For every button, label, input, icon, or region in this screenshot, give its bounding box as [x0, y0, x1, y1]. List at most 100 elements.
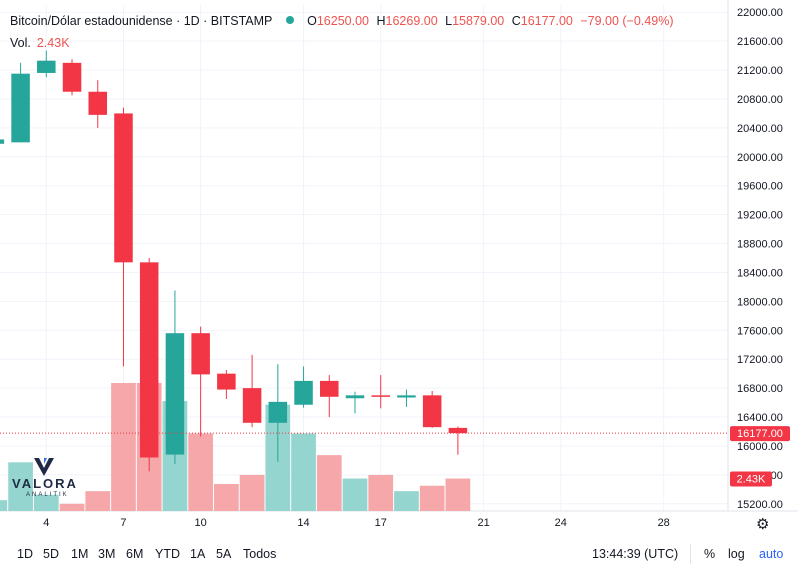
y-tick-label: 15200.00	[737, 499, 783, 511]
timeframe-1m[interactable]: 1M	[71, 547, 89, 561]
candle-body	[88, 91, 108, 115]
last-price-label: 16177.00	[737, 428, 783, 440]
candle-body	[371, 395, 390, 397]
low-value: 15879.00	[452, 14, 505, 28]
volume-bar	[342, 478, 368, 511]
candle-body	[217, 373, 236, 390]
candle-body	[320, 380, 339, 397]
x-tick-label: 21	[477, 517, 489, 529]
candle-body	[448, 427, 468, 434]
candle-body	[191, 333, 210, 375]
candle-body	[294, 380, 313, 405]
timeframe-1d[interactable]: 1D	[17, 547, 33, 561]
price-badges: 16177.00 2.43K	[730, 426, 790, 487]
volume-label: Vol.	[10, 36, 31, 50]
clock-utc[interactable]: 13:44:39 (UTC)	[592, 547, 679, 561]
valora-logo: VALORA ANALITIK	[12, 458, 82, 500]
volume-bar	[239, 474, 265, 511]
chart-legend: Bitcoin/Dólar estadounidense · 1D · BITS…	[10, 14, 678, 28]
last-price-badge	[730, 426, 790, 442]
volume-bar	[111, 383, 136, 511]
volume-bar	[33, 494, 59, 511]
volume-bar	[85, 491, 111, 511]
candle-body	[62, 62, 82, 92]
candle-body	[422, 395, 442, 428]
y-tick-label: 22000.00	[737, 7, 783, 19]
y-tick-label: 17200.00	[737, 354, 783, 366]
timeframe-5a[interactable]: 5A	[216, 547, 232, 561]
y-tick-label: 18800.00	[737, 239, 783, 251]
candle-body	[37, 60, 56, 73]
x-tick-label: 10	[195, 517, 207, 529]
x-tick-label: 4	[43, 517, 49, 529]
market-status-icon	[285, 16, 294, 24]
open-label: O	[307, 14, 317, 28]
logo-subtitle: ANALITIK	[26, 492, 69, 498]
volume-legend: Vol. 2.43K	[10, 36, 70, 50]
y-tick-label: 20000.00	[737, 152, 783, 164]
candle-body	[0, 139, 5, 144]
timeframe-todos[interactable]: Todos	[243, 547, 277, 561]
x-axis[interactable]: 4 7 10 14 17 21 24 28	[43, 517, 670, 529]
candle-body	[165, 333, 185, 455]
logo-name: VALORA	[12, 476, 78, 491]
timeframe-5d[interactable]: 5D	[43, 547, 59, 561]
candle-body	[242, 388, 262, 423]
high-value: 16269.00	[385, 14, 438, 28]
y-tick-label: 19600.00	[737, 181, 783, 193]
y-tick-label: 16000.00	[737, 441, 783, 453]
x-tick-label: 17	[375, 517, 387, 529]
y-tick-label: 16400.00	[737, 412, 783, 424]
volume-bar	[445, 478, 471, 511]
y-tick-label: 16800.00	[737, 383, 783, 395]
volume-bar	[214, 483, 239, 511]
auto-toggle[interactable]: auto	[759, 547, 784, 561]
y-tick-label: 20800.00	[737, 94, 783, 106]
price-chart[interactable]: 22000.00 21600.00 21200.00 20800.00 20400.00…	[0, 0, 798, 540]
timeframe-ytd[interactable]: YTD	[155, 547, 180, 561]
candle-body	[268, 401, 288, 423]
open-value: 16250.00	[316, 14, 369, 28]
percent-toggle[interactable]: %	[704, 547, 716, 561]
volume-bar	[0, 500, 8, 511]
volume-bar	[394, 491, 419, 511]
candle-body	[114, 113, 133, 263]
candle-body	[11, 73, 30, 143]
close-value: 16177.00	[520, 14, 573, 28]
volume-bar	[59, 503, 85, 511]
x-tick-label: 24	[555, 517, 567, 529]
timeframe-6m[interactable]: 6M	[126, 547, 144, 561]
change-value: −79.00 (−0.49%)	[580, 14, 674, 28]
candle-body	[397, 395, 416, 398]
low-label: L	[445, 14, 453, 28]
y-tick-label: 18000.00	[737, 296, 783, 308]
timeframe-1a[interactable]: 1A	[190, 547, 206, 561]
y-tick-label: 19200.00	[737, 210, 783, 222]
y-tick-label: 18400.00	[737, 267, 783, 279]
last-volume-label: 2.43K	[737, 474, 766, 486]
volume-value: 2.43K	[36, 36, 70, 50]
y-tick-label: 21600.00	[737, 36, 783, 48]
volume-bar	[291, 433, 316, 511]
volume-bar	[368, 474, 394, 511]
x-tick-label: 28	[658, 517, 670, 529]
symbol-title[interactable]: Bitcoin/Dólar estadounidense · 1D · BITS…	[10, 14, 273, 28]
y-tick-label: 20400.00	[737, 123, 783, 135]
candles	[0, 50, 468, 472]
last-volume-badge	[730, 471, 772, 487]
logo-mark-icon	[34, 458, 54, 476]
x-tick-label: 14	[297, 517, 309, 529]
log-toggle[interactable]: log	[728, 547, 745, 561]
volume-bar	[188, 433, 214, 511]
timeframe-3m[interactable]: 3M	[98, 547, 116, 561]
volume-bar	[316, 455, 342, 511]
close-label: C	[511, 14, 521, 28]
volume-bar	[8, 462, 33, 511]
candle-body	[139, 262, 159, 458]
x-tick-label: 7	[120, 517, 126, 529]
chart-settings-icon[interactable]: ⚙	[756, 516, 770, 533]
high-label: H	[376, 14, 386, 28]
y-tick-label: 21200.00	[737, 65, 783, 77]
volume-bars	[0, 383, 471, 511]
bottom-toolbar: 1D 5D 1M 3M 6M YTD 1A 5A Todos 13:44:39 …	[0, 540, 798, 569]
